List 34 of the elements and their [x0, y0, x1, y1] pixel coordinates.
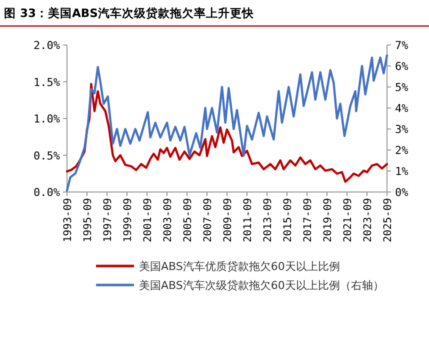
legend-label: 美国ABS汽车优质贷款拖欠60天以上比例	[139, 260, 340, 273]
y2-tick-label: 4%	[395, 102, 409, 115]
y-tick-label: 1.0%	[34, 112, 60, 126]
y2-tick-label: 0%	[395, 186, 409, 199]
y-tick-label: 0.5%	[34, 149, 60, 162]
legend-label: 美国ABS汽车次级贷款拖欠60天以上比例（右轴）	[139, 279, 384, 292]
x-tick-label: 2005-09	[182, 198, 194, 242]
x-tick-label: 2015-09	[282, 198, 294, 242]
x-tick-label: 2025-09	[382, 198, 394, 242]
y-tick-label: 1.5%	[34, 76, 60, 89]
x-tick-label: 2023-09	[362, 198, 374, 242]
x-tick-label: 2009-09	[222, 198, 234, 242]
y2-tick-label: 2%	[395, 144, 409, 157]
y2-tick-label: 6%	[395, 60, 409, 73]
chart-title: 图 33：美国ABS汽车次级贷款拖欠率上升更快	[4, 6, 255, 20]
y2-tick-label: 1%	[395, 165, 409, 178]
x-tick-label: 1997-09	[102, 198, 114, 242]
x-tick-label: 2003-09	[162, 198, 174, 242]
line-series	[66, 82, 388, 183]
y-tick-label: 2.0%	[34, 39, 60, 52]
x-tick-label: 2013-09	[262, 198, 274, 242]
x-tick-label: 2019-09	[322, 198, 334, 242]
y2-tick-label: 3%	[395, 123, 409, 136]
y2-tick-label: 7%	[395, 39, 409, 52]
x-tick-label: 1995-09	[82, 198, 94, 242]
x-tick-label: 2021-09	[342, 198, 354, 242]
x-tick-label: 2001-09	[142, 198, 154, 242]
y-tick-label: 0.0%	[34, 186, 60, 199]
x-tick-label: 2017-09	[302, 198, 314, 242]
y2-tick-label: 5%	[395, 81, 409, 94]
x-tick-label: 2011-09	[242, 198, 254, 242]
x-tick-label: 1993-09	[62, 198, 74, 242]
x-tick-label: 1999-09	[122, 198, 134, 242]
x-tick-label: 2007-09	[202, 198, 214, 242]
